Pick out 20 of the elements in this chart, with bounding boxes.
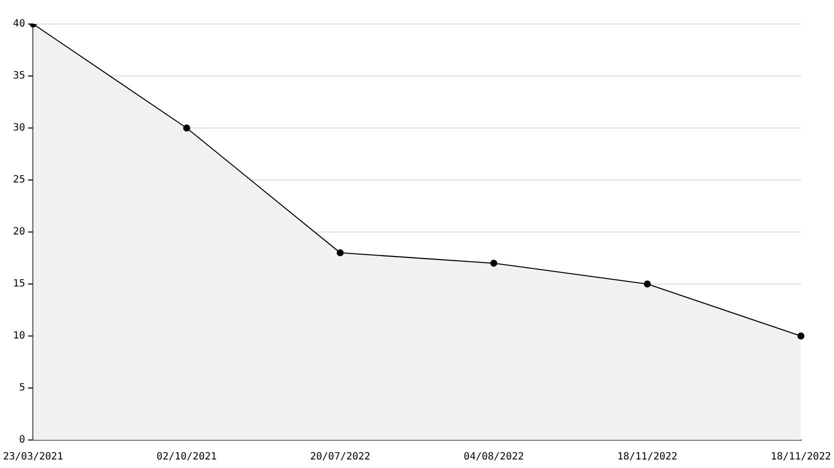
y-tick-label: 5 (19, 382, 26, 394)
y-tick-label: 15 (13, 278, 26, 290)
y-tick-label: 30 (13, 122, 26, 134)
point (336, 249, 344, 256)
x-tick-label: 02/10/2021 (156, 452, 217, 463)
x-tick-label: 04/08/2022 (464, 452, 524, 463)
point (644, 280, 651, 288)
y-tick-label: 0 (19, 434, 26, 446)
x-tick-label: 18/11/2022 (770, 452, 832, 463)
x-tick-label: 20/07/2022 (310, 452, 370, 463)
y-tick-label: 35 (13, 70, 26, 82)
y-tick-label: 20 (13, 226, 26, 238)
y-tick-label: 40 (13, 18, 26, 30)
point (183, 124, 190, 132)
y-tick-label: 25 (13, 174, 26, 186)
x-tick-label: 18/11/2022 (617, 452, 678, 463)
x-tick-label: 23/03/2021 (2, 452, 64, 463)
point (797, 332, 804, 340)
y-tick-label: 10 (13, 330, 26, 342)
point (490, 260, 498, 267)
